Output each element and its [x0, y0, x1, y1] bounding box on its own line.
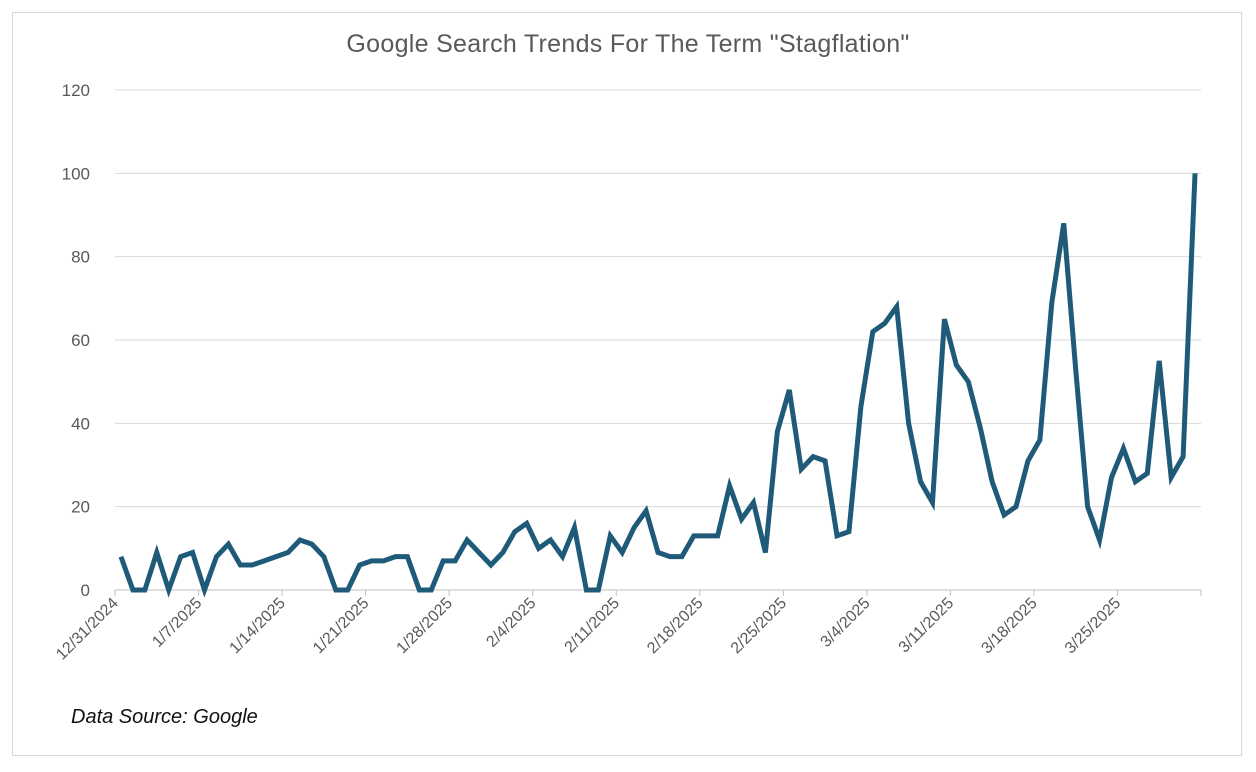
gridlines [115, 89, 1201, 508]
x-tick-label: 2/4/2025 [483, 595, 539, 651]
x-tick-label: 3/11/2025 [896, 595, 958, 657]
data-source-note: Data Source: Google [71, 706, 258, 728]
x-tick-label: 12/31/2024 [53, 595, 122, 664]
x-tick-label: 1/21/2025 [310, 595, 372, 657]
x-tick-label: 3/18/2025 [978, 595, 1040, 657]
y-tick-label: 60 [71, 331, 90, 350]
x-tick-label: 1/14/2025 [227, 595, 289, 657]
x-tick-label: 3/25/2025 [1062, 595, 1124, 657]
y-tick-label: 40 [71, 414, 90, 433]
x-tick-label: 1/7/2025 [149, 595, 205, 651]
y-tick-label: 120 [62, 81, 90, 100]
chart-frame [12, 12, 1242, 756]
chart-title: Google Search Trends For The Term "Stagf… [346, 30, 910, 58]
series-group [118, 173, 1198, 598]
x-tick-label: 2/25/2025 [728, 595, 790, 657]
y-tick-label: 0 [81, 581, 90, 600]
y-axis-tick-labels: 0 20 40 60 80 100 120 [62, 81, 90, 600]
y-tick-label: 20 [71, 498, 90, 517]
x-tick-label: 2/11/2025 [562, 595, 624, 657]
x-axis [114, 589, 1202, 596]
x-tick-label: 2/18/2025 [644, 595, 706, 657]
x-tick-label: 3/4/2025 [818, 595, 874, 651]
y-tick-label: 80 [71, 248, 90, 267]
x-tick-label: 1/28/2025 [394, 595, 456, 657]
series-line [118, 173, 1198, 598]
y-tick-label: 100 [62, 164, 90, 183]
x-axis-tick-labels: 12/31/2024 1/7/2025 1/14/2025 1/21/2025 1/28… [53, 595, 1124, 664]
